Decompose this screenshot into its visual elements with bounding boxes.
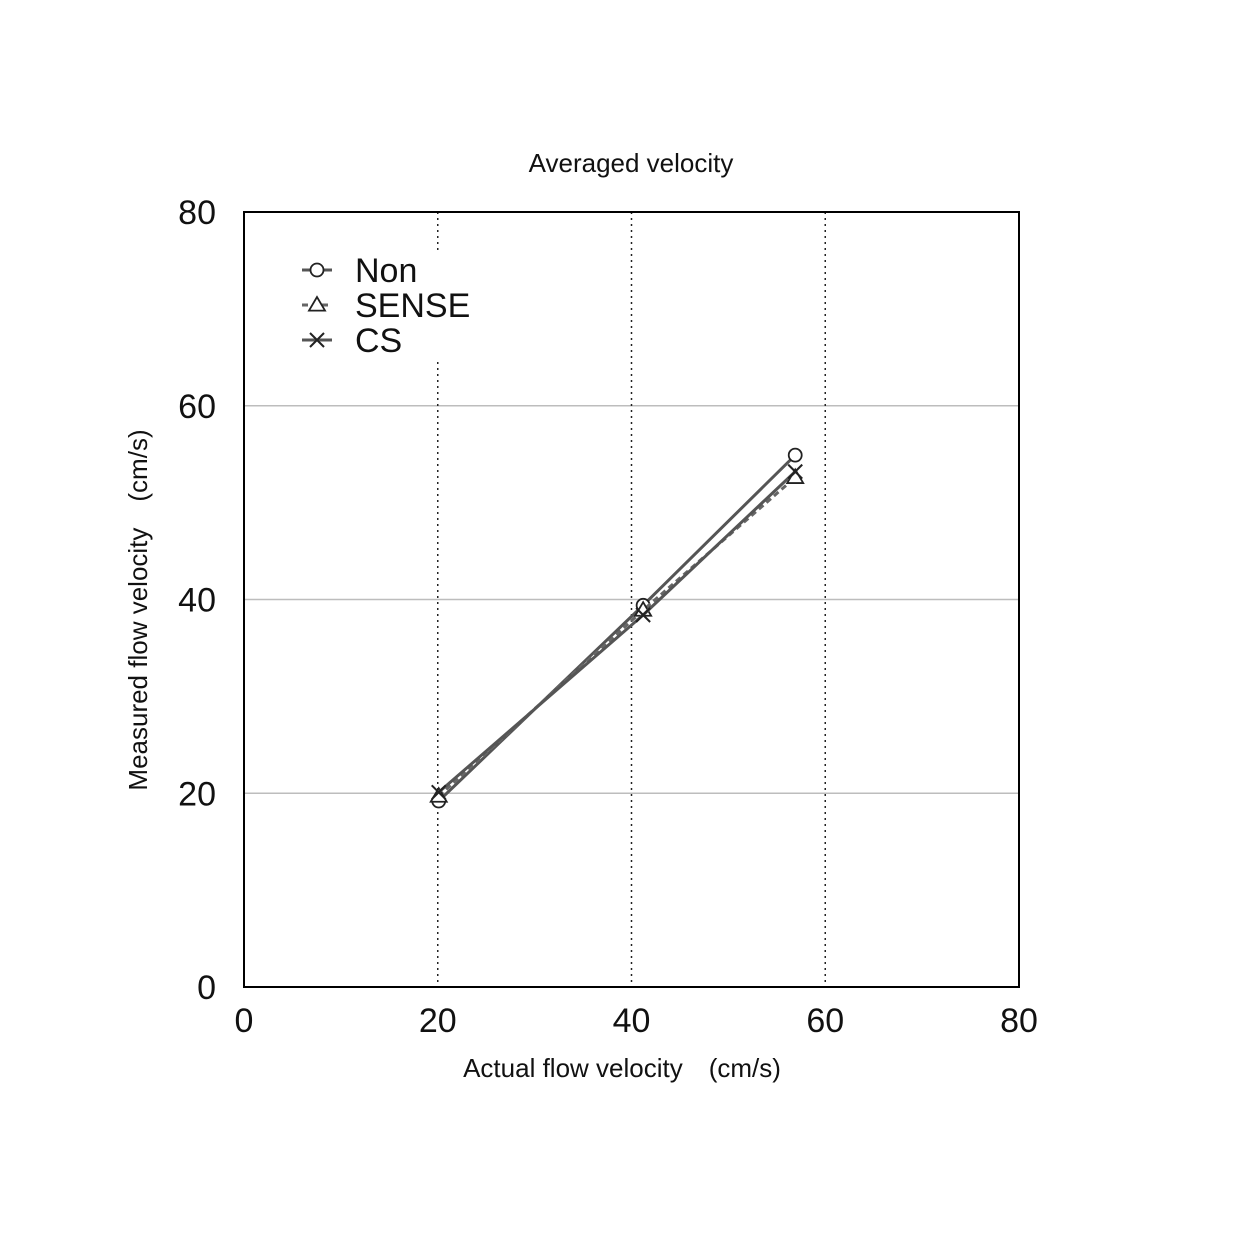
y-tick-label: 80 <box>178 194 216 232</box>
x-tick-label: 0 <box>235 1002 254 1040</box>
grid <box>244 212 1019 987</box>
x-tick-label: 40 <box>613 1002 651 1040</box>
x-tick-label: 20 <box>419 1002 457 1040</box>
legend-label-cs: CS <box>355 322 402 360</box>
series-layer <box>429 447 805 809</box>
x-tick-label: 60 <box>806 1002 844 1040</box>
legend-marker-cs <box>309 332 325 348</box>
legend-marker-non <box>309 262 325 278</box>
data-point-cs <box>635 607 651 623</box>
y-axis-label: Measured flow velocity (cm/s) <box>123 429 153 790</box>
legend-marker-sense <box>307 295 327 312</box>
data-point-cs <box>431 784 447 800</box>
y-tick-label: 60 <box>178 388 216 426</box>
x-tick-label: 80 <box>1000 1002 1038 1040</box>
tick-labels: 0 20 40 60 80 0 20 40 60 80 <box>178 194 1038 1040</box>
y-tick-label: 20 <box>178 775 216 813</box>
y-tick-label: 0 <box>197 969 216 1007</box>
data-point-non <box>787 447 803 463</box>
legend-label-non: Non <box>355 252 417 290</box>
plot-frame <box>243 211 1020 988</box>
data-point-cs <box>787 463 803 480</box>
chart-title: Averaged velocity <box>529 148 734 178</box>
legend-label-sense: SENSE <box>355 287 470 325</box>
y-tick-label: 40 <box>178 582 216 620</box>
x-axis-label: Actual flow velocity (cm/s) <box>463 1053 781 1083</box>
